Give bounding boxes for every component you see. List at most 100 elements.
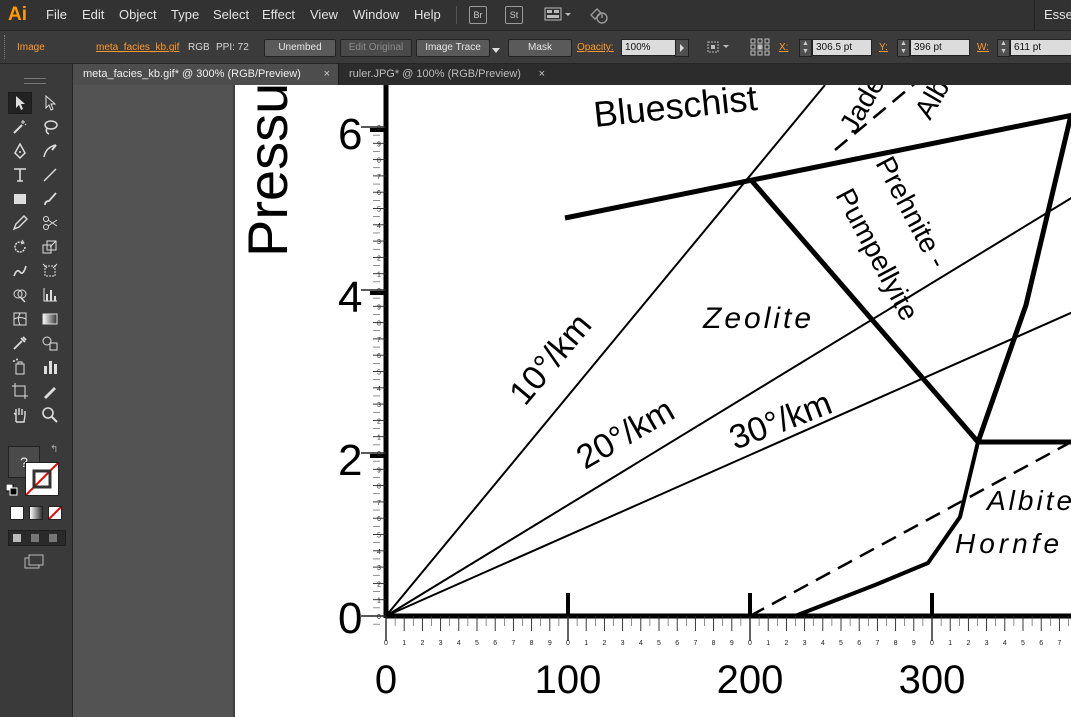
shape-builder-tool-icon[interactable]	[8, 284, 32, 306]
selection-tool-icon[interactable]	[8, 92, 32, 114]
pasteboard[interactable]	[73, 85, 233, 717]
image-trace-dropdown-icon[interactable]	[492, 43, 500, 57]
menu-effect[interactable]: Effect	[262, 7, 296, 22]
ruler-digit: 0	[377, 288, 381, 295]
tools-panel-grip[interactable]	[24, 78, 46, 84]
pen-tool-icon[interactable]	[8, 140, 32, 162]
ruler-digit: 2	[377, 581, 381, 588]
align-menu-icon[interactable]	[706, 39, 732, 58]
warp-tool-icon[interactable]	[8, 260, 32, 282]
zoom-tool-icon[interactable]	[38, 404, 62, 426]
unembed-button[interactable]: Unembed	[264, 39, 336, 57]
column-graph-tool-icon[interactable]	[38, 356, 62, 378]
y-input[interactable]: 396 pt	[910, 39, 970, 56]
y-stepper-icon[interactable]: ▲ ▼	[897, 39, 910, 57]
menu-file[interactable]: File	[46, 7, 67, 22]
ruler-digit: 4	[377, 549, 381, 556]
stroke-swatch[interactable]	[25, 462, 59, 496]
opacity-label[interactable]: Opacity:	[577, 42, 614, 53]
slice-tool-icon[interactable]	[38, 380, 62, 402]
stock-button[interactable]: St	[505, 6, 523, 24]
w-stepper-icon[interactable]: ▲ ▼	[997, 39, 1010, 57]
tab-ruler[interactable]: ruler.JPG* @ 100% (RGB/Preview) ×	[338, 64, 553, 85]
tab-meta-facies[interactable]: meta_facies_kb.gif* @ 300% (RGB/Preview)…	[73, 64, 338, 85]
curvature-tool-icon[interactable]	[38, 140, 62, 162]
ruler-digit: 1	[766, 640, 770, 647]
ruler-digit: 3	[377, 239, 381, 246]
gpu-sync-icon[interactable]	[588, 5, 610, 28]
pencil-tool-icon[interactable]	[8, 212, 32, 234]
screen-mode-icon[interactable]	[24, 554, 46, 573]
x-stepper-icon[interactable]: ▲ ▼	[799, 39, 812, 57]
menu-help[interactable]: Help	[414, 7, 441, 22]
rotate-tool-icon[interactable]	[8, 236, 32, 258]
app-logo: Ai	[8, 4, 27, 25]
ruler-digit: 9	[548, 640, 552, 647]
ruler-digit: 7	[875, 640, 879, 647]
ruler-digit: 3	[377, 402, 381, 409]
w-input[interactable]: 611 pt	[1010, 39, 1071, 56]
mesh-tool-icon[interactable]	[8, 308, 32, 330]
arrange-documents-icon[interactable]	[544, 6, 572, 25]
tab-close-icon[interactable]: ×	[323, 68, 330, 80]
gradient-mode-icon[interactable]	[29, 506, 43, 520]
menu-select[interactable]: Select	[213, 7, 250, 22]
y-label[interactable]: Y:	[879, 42, 888, 53]
ruler-digit: 0	[377, 125, 381, 132]
menu-view[interactable]: View	[310, 7, 338, 22]
ruler-digit: 8	[377, 321, 381, 328]
eyedropper-tool-icon[interactable]	[8, 332, 32, 354]
gradient-line-10	[385, 85, 826, 617]
color-mode-icon[interactable]	[10, 506, 24, 520]
line-tool-icon[interactable]	[38, 164, 62, 186]
ruler-digit: 9	[730, 640, 734, 647]
w-label[interactable]: W:	[977, 42, 990, 53]
ruler-digit: 1	[377, 272, 381, 279]
none-mode-icon[interactable]	[48, 506, 62, 520]
lasso-tool-icon[interactable]	[38, 116, 62, 138]
control-bar-grip[interactable]	[4, 35, 8, 59]
bridge-button[interactable]: Br	[469, 6, 487, 24]
swap-fill-stroke-icon[interactable]: ↰	[50, 444, 59, 455]
ruler-digit: 4	[377, 386, 381, 393]
direct-selection-tool-icon[interactable]	[38, 92, 62, 114]
menu-divider	[456, 6, 457, 24]
reference-point-icon[interactable]	[750, 38, 770, 59]
drawing-modes	[8, 530, 66, 546]
artboard[interactable]: Pressu 6 4 2 0 0 100 200 300 Blue	[233, 85, 1071, 717]
magic-wand-tool-icon[interactable]	[8, 116, 32, 138]
workspace-switcher[interactable]: Esser	[1044, 7, 1071, 22]
menu-window[interactable]: Window	[353, 7, 400, 22]
rectangle-tool-icon[interactable]	[8, 188, 32, 210]
x-label[interactable]: X:	[779, 42, 789, 53]
blend-tool-icon[interactable]	[38, 332, 62, 354]
artboard-tool-icon[interactable]	[8, 380, 32, 402]
gradient-tool-icon[interactable]	[38, 308, 62, 330]
image-trace-button[interactable]: Image Trace	[416, 39, 490, 57]
symbol-sprayer-tool-icon[interactable]	[8, 356, 32, 378]
graph-tool-icon[interactable]	[38, 284, 62, 306]
ruler-digit: 7	[377, 500, 381, 507]
hornfels-boundary	[794, 441, 980, 618]
mask-button[interactable]: Mask	[508, 39, 572, 57]
paintbrush-tool-icon[interactable]	[38, 188, 62, 210]
opacity-arrow-icon[interactable]	[675, 39, 689, 57]
type-tool-icon[interactable]	[8, 164, 32, 186]
y-tick-label: 2	[338, 436, 362, 485]
x-input[interactable]: 306.5 pt	[812, 39, 872, 56]
tab-close-icon[interactable]: ×	[538, 68, 545, 80]
ruler-digit: 8	[377, 158, 381, 165]
scale-tool-icon[interactable]	[38, 236, 62, 258]
scissors-tool-icon[interactable]	[38, 212, 62, 234]
ruler-digit: 5	[377, 370, 381, 377]
free-transform-tool-icon[interactable]	[38, 260, 62, 282]
ruler-digit: 7	[1057, 640, 1061, 647]
menu-object[interactable]: Object	[119, 7, 157, 22]
menu-type[interactable]: Type	[171, 7, 200, 22]
default-colors-icon[interactable]	[5, 483, 18, 499]
hand-tool-icon[interactable]	[8, 404, 32, 426]
ppi-label: PPI: 72	[216, 42, 249, 53]
menu-edit[interactable]: Edit	[82, 7, 105, 22]
linked-file-name[interactable]: meta_facies_kb.gif	[96, 42, 180, 53]
opacity-input[interactable]: 100%	[621, 39, 678, 56]
